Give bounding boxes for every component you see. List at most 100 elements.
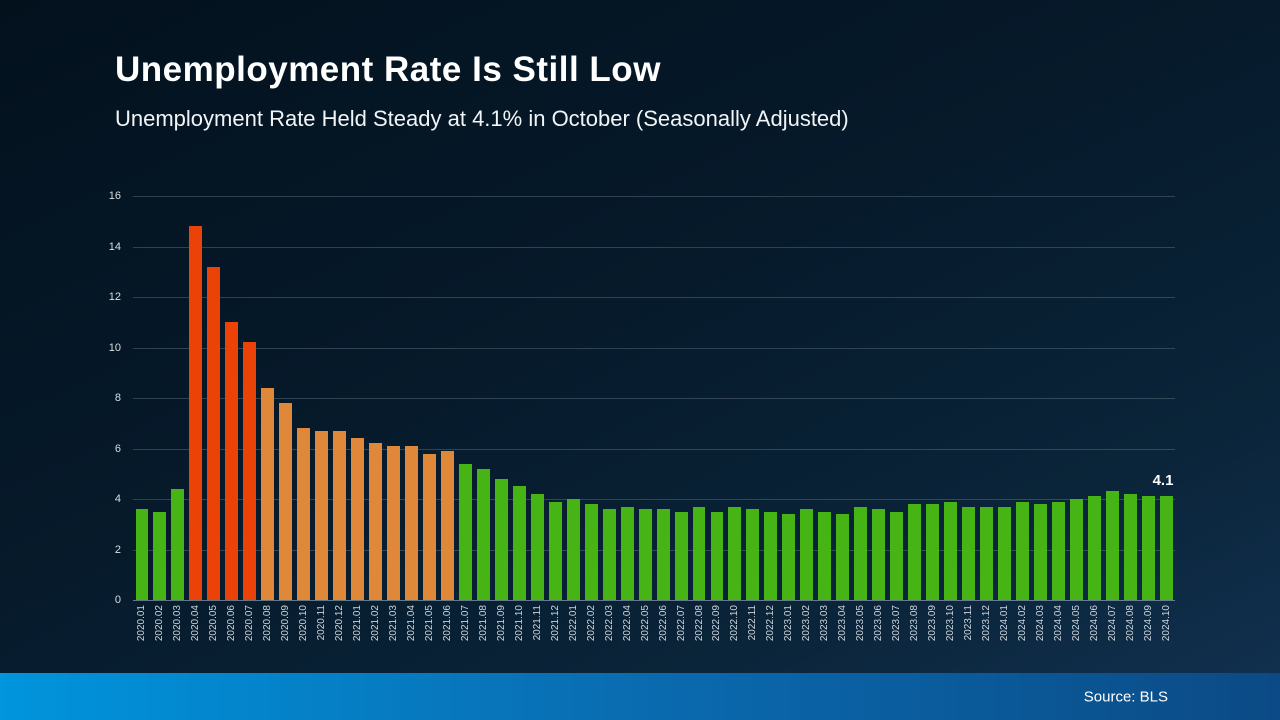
bar-cell — [1121, 196, 1139, 600]
bar-cell — [492, 196, 510, 600]
x-tick-label-2023.02: 2023.02 — [801, 605, 813, 642]
y-tick-label-6: 6 — [114, 442, 121, 455]
x-tick-label-2023.07: 2023.07 — [891, 605, 903, 642]
bar-2021.06 — [440, 451, 454, 600]
bar-2023.05 — [854, 506, 868, 600]
x-tick-label-2022.05: 2022.05 — [639, 605, 651, 642]
bar-2022.11 — [746, 509, 760, 600]
x-tick-label-2022.07: 2022.07 — [675, 605, 687, 642]
bar-2024.04 — [1051, 501, 1065, 600]
bar-cell — [277, 196, 295, 600]
bar-cell — [996, 196, 1014, 600]
x-tick-label-2021.11: 2021.11 — [531, 605, 543, 641]
x-tick-label-2020.09: 2020.09 — [280, 605, 292, 642]
bar-2023.10 — [944, 501, 958, 600]
bar-cell — [744, 196, 762, 600]
bar-2020.11 — [315, 430, 329, 600]
x-tick-label-2021.04: 2021.04 — [406, 605, 418, 642]
bar-2020.12 — [333, 430, 347, 600]
bar-cell — [816, 196, 834, 600]
bar-cell — [295, 196, 313, 600]
x-tick-label-2021.05: 2021.05 — [423, 605, 435, 642]
bar-cell — [690, 196, 708, 600]
x-tick-label-2023.08: 2023.08 — [909, 605, 921, 642]
bar-2021.07 — [458, 463, 472, 600]
x-tick-label-2021.03: 2021.03 — [388, 605, 400, 642]
x-tick-label-2024.10: 2024.10 — [1160, 605, 1172, 642]
bar-cell — [403, 196, 421, 600]
bar-2020.01 — [135, 509, 149, 600]
bar-cell — [259, 196, 277, 600]
bar-2021.11 — [530, 493, 544, 600]
source-attribution: Source: BLS — [1083, 688, 1168, 705]
x-tick-label-2023.06: 2023.06 — [873, 605, 885, 642]
bar-cell — [960, 196, 978, 600]
gridline-4 — [133, 499, 1175, 500]
bar-2024.01 — [998, 506, 1011, 600]
bar-2020.04 — [189, 226, 203, 600]
bar-2022.09 — [710, 511, 724, 600]
x-tick-label-2023.09: 2023.09 — [927, 605, 939, 642]
x-tick-label-2024.08: 2024.08 — [1124, 605, 1136, 642]
x-tick-label-2020.04: 2020.04 — [190, 605, 202, 642]
bar-2022.06 — [656, 509, 670, 600]
gridline-2 — [133, 549, 1175, 551]
bar-cell — [888, 196, 906, 600]
x-tick-label-2021.01: 2021.01 — [352, 605, 364, 642]
gridline-14 — [133, 246, 1175, 248]
x-tick-label-2020.06: 2020.06 — [226, 605, 238, 642]
bar-2021.01 — [351, 438, 365, 600]
bar-cell — [906, 196, 924, 600]
y-tick-label-16: 16 — [108, 190, 121, 202]
bar-cell — [924, 196, 942, 600]
last-value-label: 4.1 — [1152, 472, 1174, 490]
bar-cell — [708, 196, 726, 600]
bar-2021.10 — [512, 486, 526, 600]
bar-2021.12 — [548, 501, 562, 600]
y-tick-label-10: 10 — [108, 341, 121, 354]
bar-2022.10 — [728, 506, 742, 600]
bar-cell — [205, 196, 223, 600]
x-tick-label-2022.02: 2022.02 — [585, 605, 597, 642]
x-tick-label-2020.10: 2020.10 — [298, 605, 310, 642]
x-tick-label-2021.10: 2021.10 — [513, 605, 525, 642]
x-tick-label-2024.09: 2024.09 — [1142, 605, 1154, 642]
bar-cell — [636, 196, 654, 600]
bar-cell — [1139, 196, 1157, 600]
gridline-12 — [133, 297, 1175, 298]
x-tick-label-2022.12: 2022.12 — [765, 605, 777, 642]
plot-area: 4.1 — [133, 196, 1175, 600]
bar-cell — [654, 196, 672, 600]
x-tick-label-2024.03: 2024.03 — [1034, 605, 1046, 642]
x-tick-label-2024.04: 2024.04 — [1052, 605, 1064, 642]
bar-cell — [1013, 196, 1031, 600]
bar-2020.02 — [153, 511, 167, 600]
x-tick-label-2022.10: 2022.10 — [729, 605, 741, 642]
y-tick-label-4: 4 — [114, 493, 121, 505]
gridline-16 — [133, 196, 1175, 197]
x-tick-label-2024.05: 2024.05 — [1070, 605, 1082, 642]
bar-cell — [385, 196, 403, 600]
bar-2024.10 — [1159, 496, 1173, 600]
x-tick-label-2023.03: 2023.03 — [819, 605, 831, 642]
bar-2023.11 — [962, 506, 976, 600]
x-tick-label-2021.06: 2021.06 — [441, 605, 453, 642]
x-tick-label-2020.11: 2020.11 — [316, 605, 328, 641]
bar-2022.12 — [764, 511, 778, 600]
bar-cell — [187, 196, 205, 600]
x-tick-label-2021.02: 2021.02 — [370, 605, 382, 642]
bar-2020.08 — [261, 387, 275, 600]
bar-cell — [600, 196, 618, 600]
x-tick-label-2023.11: 2023.11 — [963, 605, 975, 641]
bar-2023.03 — [818, 511, 832, 600]
bar-2024.05 — [1069, 499, 1083, 600]
bar-cell — [169, 196, 187, 600]
bar-2024.07 — [1105, 491, 1119, 600]
bar-cell — [349, 196, 367, 600]
bar-2020.05 — [207, 266, 221, 600]
bar-2022.01 — [566, 499, 580, 600]
bar-2020.07 — [243, 342, 257, 600]
bar-cell — [672, 196, 690, 600]
bar-2024.09 — [1141, 496, 1155, 600]
bar-cell — [223, 196, 241, 600]
